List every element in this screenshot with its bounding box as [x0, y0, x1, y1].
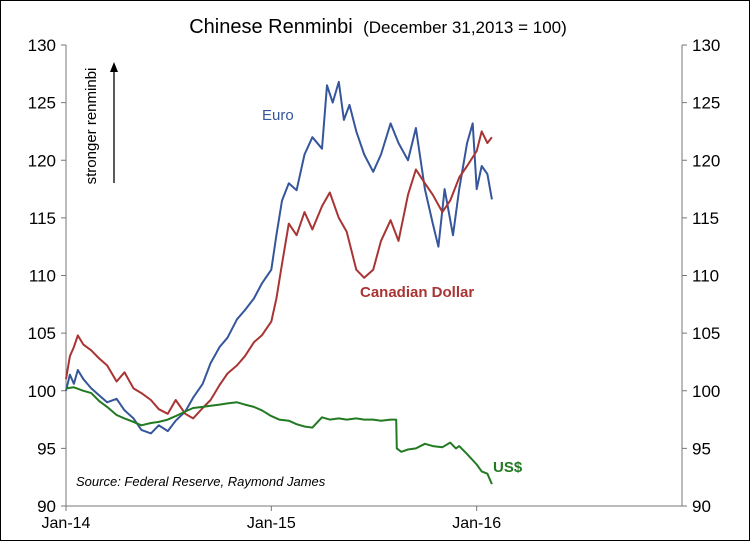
axes [65, 45, 683, 507]
x-tick-label: Jan-14 [42, 515, 91, 532]
series-label-euro: Euro [262, 107, 294, 124]
right-tick-label: 100 [692, 382, 720, 401]
right-tick-label: 120 [692, 151, 720, 170]
right-tick-label: 115 [692, 209, 719, 228]
right-tick-label: 95 [692, 439, 711, 458]
x-tick-label: Jan-16 [452, 515, 501, 532]
series-lines [65, 80, 493, 485]
left-tick-label: 115 [29, 209, 56, 228]
y-axis-annotation: stronger renminbi [83, 62, 118, 184]
left-tick-label: 120 [28, 151, 56, 170]
right-tick-label: 90 [692, 497, 711, 516]
series-labels: Euro Canadian Dollar US$ [262, 107, 523, 476]
left-tick-label: 110 [29, 267, 56, 286]
x-axis-ticks: Jan-14 Jan-15 Jan-16 [42, 506, 501, 532]
source-note: Source: Federal Reserve, Raymond James [76, 474, 326, 489]
series-line-us [65, 386, 493, 485]
left-tick-label: 95 [37, 439, 56, 458]
right-tick-label: 110 [692, 267, 719, 286]
series-label-canadian-dollar: Canadian Dollar [360, 284, 474, 301]
x-tick-label: Jan-15 [247, 515, 296, 532]
right-tick-label: 130 [692, 36, 720, 55]
right-tick-label: 105 [692, 324, 720, 343]
left-tick-label: 125 [28, 94, 56, 113]
left-tick-label: 90 [37, 497, 56, 516]
left-tick-label: 130 [28, 36, 56, 55]
series-line-euro [65, 80, 493, 435]
series-line-canadian-dollar [65, 130, 493, 420]
left-tick-label: 100 [28, 382, 56, 401]
chart-title: Chinese Renminbi [189, 16, 352, 38]
right-axis-ticks: 90 95 100 105 110 115 120 125 130 [682, 36, 720, 516]
y-axis-label: stronger renminbi [83, 68, 100, 185]
chart-subtitle: (December 31,2013 = 100) [363, 18, 567, 37]
series-label-us: US$ [493, 459, 523, 476]
left-tick-label: 105 [28, 324, 56, 343]
left-axis-ticks: 90 95 100 105 110 115 120 125 130 [28, 36, 66, 516]
right-tick-label: 125 [692, 94, 720, 113]
up-arrow-icon [110, 62, 118, 72]
chart-title-line: Chinese Renminbi (December 31,2013 = 100… [189, 16, 567, 38]
